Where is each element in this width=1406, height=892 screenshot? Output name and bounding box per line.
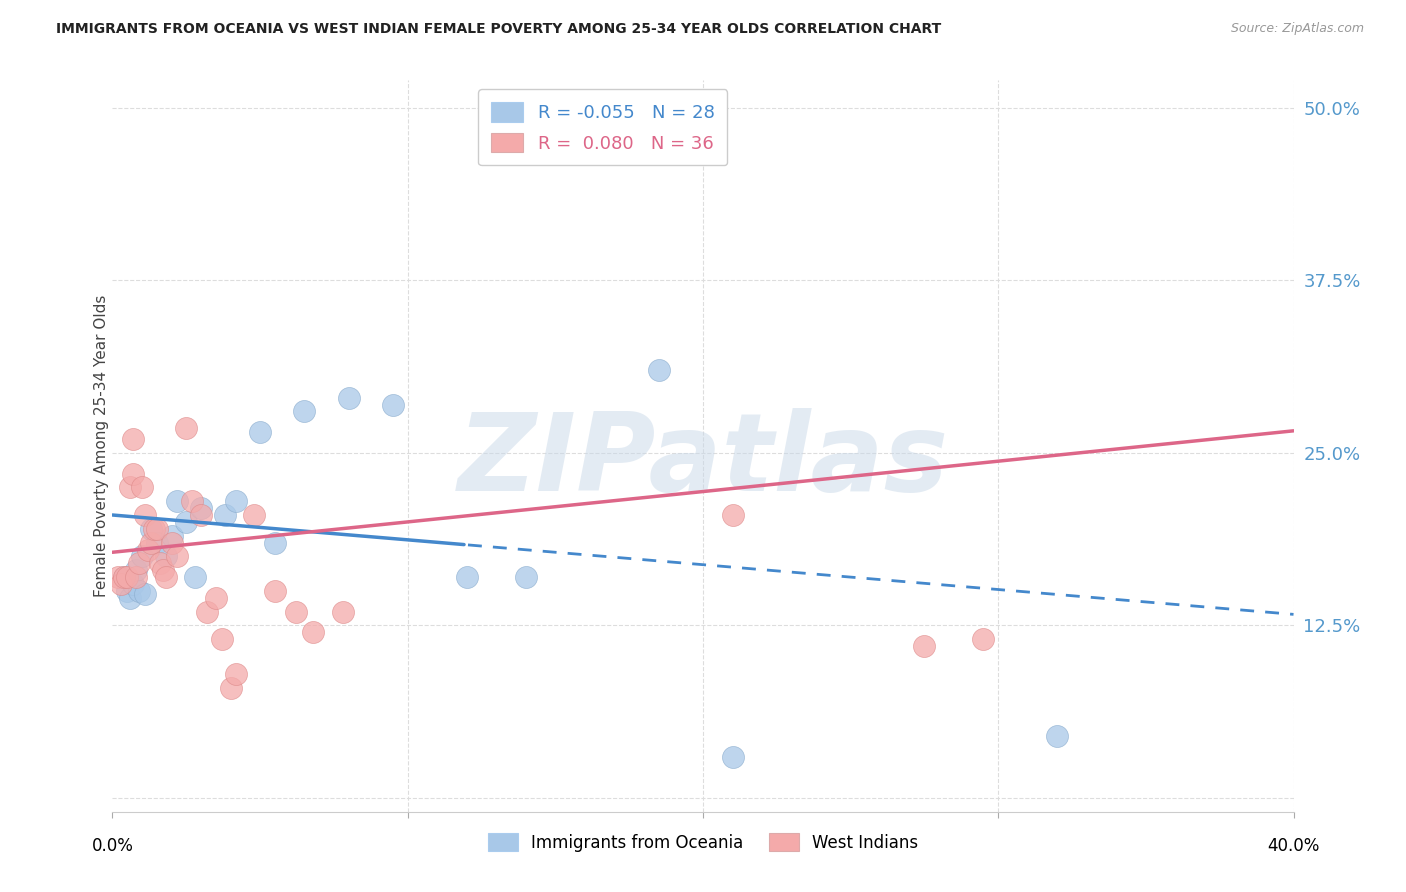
Point: [515, 570, 537, 584]
Point: [382, 398, 405, 412]
Point: [122, 432, 145, 446]
Point: [225, 494, 247, 508]
Point: [647, 363, 671, 377]
Point: [284, 605, 307, 619]
Point: [128, 583, 150, 598]
Point: [112, 570, 135, 584]
Point: [249, 425, 271, 440]
Point: [264, 535, 287, 549]
Point: [128, 557, 150, 571]
Point: [914, 639, 936, 653]
Point: [142, 522, 165, 536]
Point: [152, 563, 174, 577]
Point: [125, 570, 148, 584]
Point: [136, 542, 159, 557]
Point: [264, 583, 287, 598]
Point: [190, 501, 212, 516]
Point: [125, 563, 148, 577]
Point: [184, 570, 207, 584]
Point: [131, 480, 153, 494]
Point: [134, 508, 156, 522]
Point: [139, 522, 162, 536]
Point: [174, 515, 197, 529]
Point: [721, 749, 744, 764]
Point: [211, 632, 233, 647]
Point: [225, 666, 247, 681]
Point: [302, 625, 325, 640]
Point: [117, 583, 138, 598]
Point: [160, 535, 183, 549]
Point: [292, 404, 315, 418]
Point: [214, 508, 236, 522]
Point: [120, 480, 142, 494]
Point: [107, 570, 129, 584]
Point: [332, 605, 354, 619]
Point: [160, 529, 183, 543]
Point: [131, 549, 153, 564]
Y-axis label: Female Poverty Among 25-34 Year Olds: Female Poverty Among 25-34 Year Olds: [94, 295, 108, 597]
Text: 0.0%: 0.0%: [91, 837, 134, 855]
Point: [219, 681, 242, 695]
Point: [243, 508, 266, 522]
Point: [112, 570, 135, 584]
Point: [337, 391, 360, 405]
Legend: Immigrants from Oceania, West Indians: Immigrants from Oceania, West Indians: [481, 826, 925, 858]
Point: [195, 605, 218, 619]
Point: [122, 577, 145, 591]
Text: IMMIGRANTS FROM OCEANIA VS WEST INDIAN FEMALE POVERTY AMONG 25-34 YEAR OLDS CORR: IMMIGRANTS FROM OCEANIA VS WEST INDIAN F…: [56, 22, 942, 37]
Text: 40.0%: 40.0%: [1267, 837, 1320, 855]
Point: [721, 508, 744, 522]
Point: [139, 535, 162, 549]
Text: ZIPatlas: ZIPatlas: [457, 408, 949, 514]
Point: [205, 591, 228, 605]
Point: [134, 587, 156, 601]
Point: [166, 494, 188, 508]
Point: [149, 557, 172, 571]
Point: [190, 508, 212, 522]
Point: [973, 632, 995, 647]
Text: Source: ZipAtlas.com: Source: ZipAtlas.com: [1230, 22, 1364, 36]
Point: [174, 421, 197, 435]
Point: [166, 549, 188, 564]
Point: [155, 549, 177, 564]
Point: [146, 522, 169, 536]
Point: [181, 494, 204, 508]
Point: [1046, 729, 1069, 743]
Point: [117, 570, 138, 584]
Point: [456, 570, 478, 584]
Point: [155, 570, 177, 584]
Point: [122, 467, 145, 481]
Point: [110, 577, 132, 591]
Point: [146, 535, 169, 549]
Point: [120, 591, 142, 605]
